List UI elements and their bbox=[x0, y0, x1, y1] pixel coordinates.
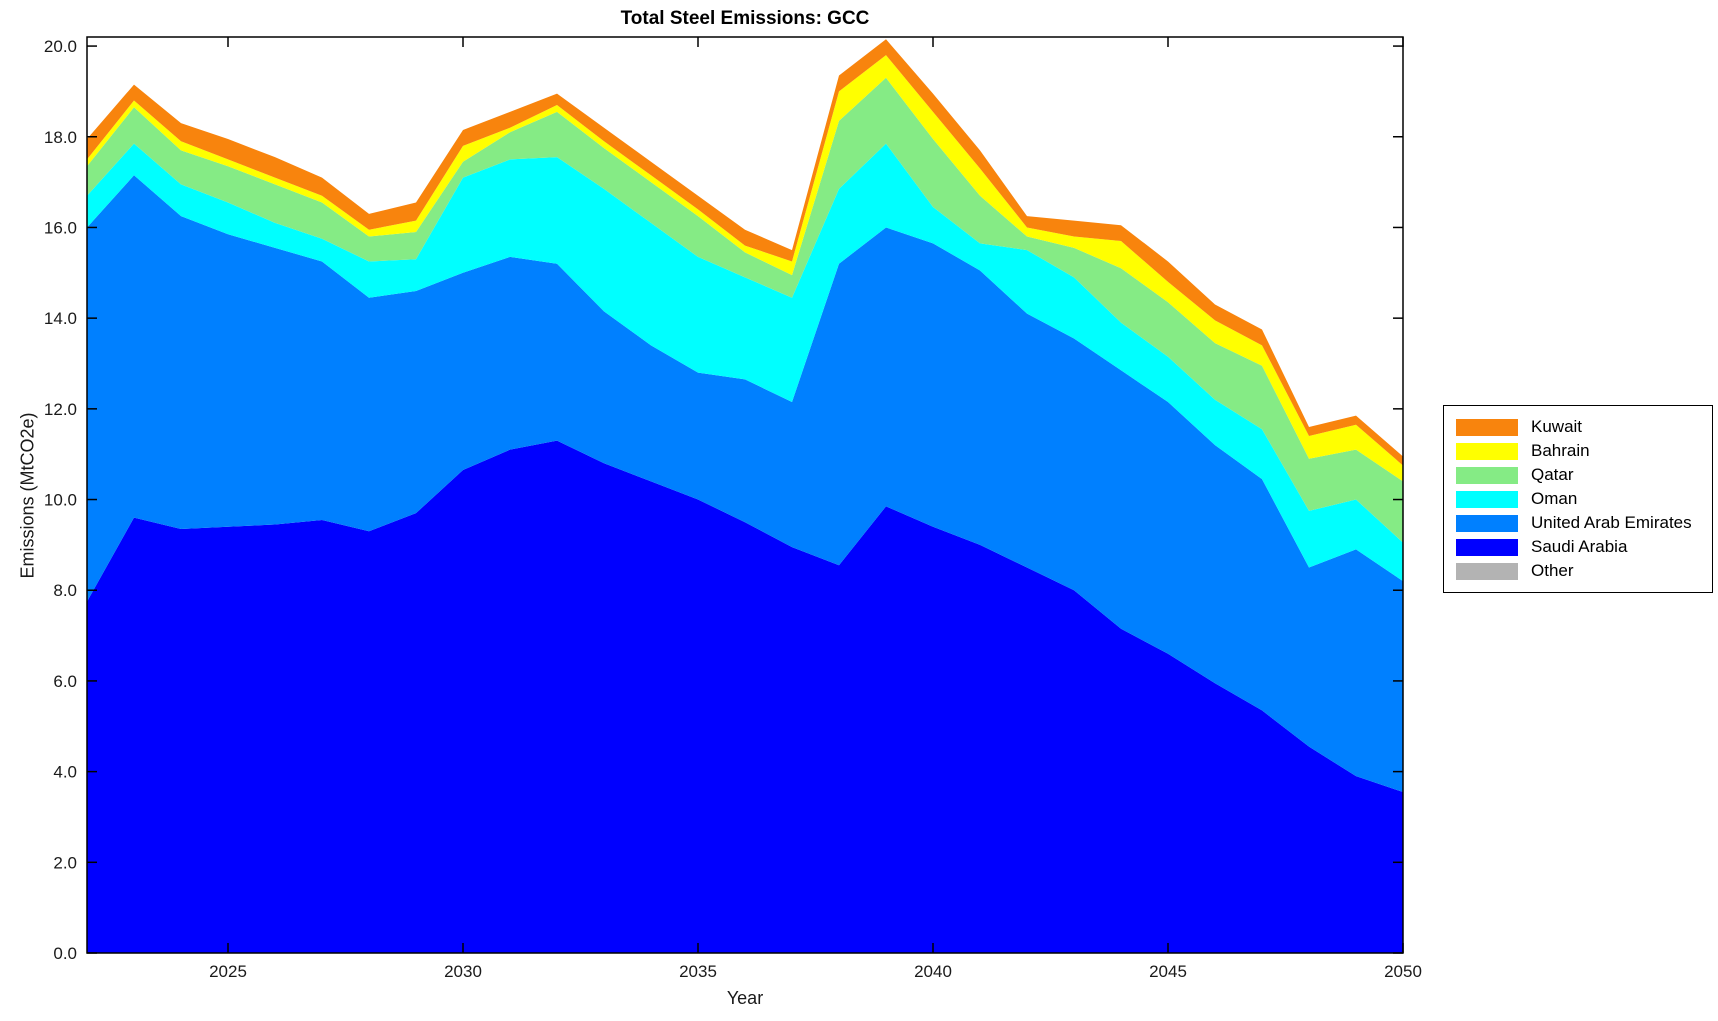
x-tick-label: 2030 bbox=[444, 962, 482, 981]
y-tick-label: 8.0 bbox=[53, 581, 77, 600]
legend-item-other: Other bbox=[1456, 559, 1702, 583]
y-tick-label: 6.0 bbox=[53, 672, 77, 691]
y-tick-label: 18.0 bbox=[44, 128, 77, 147]
area-oman bbox=[87, 143, 1403, 582]
legend-label: Oman bbox=[1531, 489, 1578, 508]
y-tick-label: 4.0 bbox=[53, 763, 77, 782]
legend-label: Saudi Arabia bbox=[1531, 537, 1628, 556]
area-kuwait bbox=[87, 39, 1403, 466]
legend-item-saudi-arabia: Saudi Arabia bbox=[1456, 535, 1702, 559]
y-tick-label: 10.0 bbox=[44, 491, 77, 510]
legend-label: Kuwait bbox=[1531, 417, 1583, 436]
y-tick-label: 12.0 bbox=[44, 400, 77, 419]
area-qatar bbox=[87, 77, 1403, 543]
legend-swatch-icon bbox=[1456, 442, 1518, 460]
x-tick-label: 2040 bbox=[914, 962, 952, 981]
legend-label: Other bbox=[1531, 561, 1574, 580]
legend-swatch-icon bbox=[1456, 514, 1518, 532]
legend-label: Qatar bbox=[1531, 465, 1574, 484]
y-tick-label: 2.0 bbox=[53, 853, 77, 872]
legend-item-united-arab-emirates: United Arab Emirates bbox=[1456, 511, 1702, 535]
legend-label: United Arab Emirates bbox=[1531, 513, 1692, 532]
x-tick-label: 2025 bbox=[209, 962, 247, 981]
area-bahrain bbox=[87, 55, 1403, 482]
legend-item-oman: Oman bbox=[1456, 487, 1702, 511]
y-tick-label: 0.0 bbox=[53, 944, 77, 963]
legend-item-qatar: Qatar bbox=[1456, 463, 1702, 487]
y-tick-label: 16.0 bbox=[44, 218, 77, 237]
x-tick-label: 2045 bbox=[1149, 962, 1187, 981]
y-tick-label: 14.0 bbox=[44, 309, 77, 328]
legend-swatch-icon bbox=[1456, 418, 1518, 436]
y-axis-label: Emissions (MtCO2e) bbox=[17, 412, 38, 579]
plot-border bbox=[86, 36, 1404, 954]
area-saudi-arabia bbox=[87, 440, 1403, 953]
legend-swatch-icon bbox=[1456, 466, 1518, 484]
x-tick-label: 2035 bbox=[679, 962, 717, 981]
legend-swatch-icon bbox=[1456, 538, 1518, 556]
x-tick-label: 2050 bbox=[1384, 962, 1422, 981]
x-axis-label: Year bbox=[726, 988, 764, 1008]
chart-title: Total Steel Emissions: GCC bbox=[620, 8, 870, 29]
legend-swatch-icon bbox=[1456, 490, 1518, 508]
legend-item-kuwait: Kuwait bbox=[1456, 415, 1702, 439]
area-united-arab-emirates bbox=[87, 175, 1403, 793]
y-tick-label: 20.0 bbox=[44, 37, 77, 56]
legend-item-bahrain: Bahrain bbox=[1456, 439, 1702, 463]
legend-swatch-icon bbox=[1456, 562, 1518, 580]
legend-label: Bahrain bbox=[1531, 441, 1590, 460]
legend: Kuwait Bahrain Qatar Oman United Arab Emirat… bbox=[1443, 405, 1713, 593]
